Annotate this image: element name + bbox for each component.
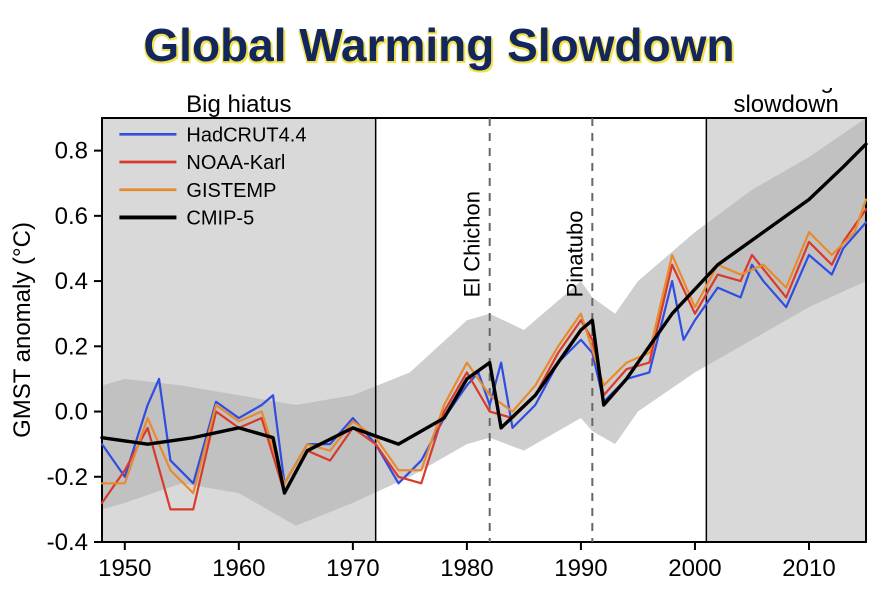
title-text: Global Warming Slowdown [143,19,734,71]
y-tick-label: 0.6 [55,203,88,230]
legend-label: GISTEMP [186,180,276,202]
y-tick-label: -0.2 [47,464,88,491]
x-tick-label: 1960 [212,555,265,582]
y-tick-label: 0.4 [55,268,88,295]
region-label: Big hiatus [186,91,291,118]
event-label: Pinatubo [562,211,587,298]
x-tick-label: 2000 [668,555,721,582]
y-axis-label: GMST anomaly (°C) [9,222,36,438]
chart: Big hiatusWarmingslowdownEl ChichonPinat… [6,88,872,588]
legend-label: HadCRUT4.4 [186,124,306,146]
y-tick-label: -0.4 [47,529,88,556]
page-title: Global Warming Slowdown [0,18,878,72]
x-tick-label: 1970 [326,555,379,582]
x-tick-label: 2010 [782,555,835,582]
x-tick-label: 1950 [98,555,151,582]
legend-label: CMIP-5 [186,207,254,229]
y-tick-label: 0.2 [55,333,88,360]
x-tick-label: 1980 [440,555,493,582]
y-tick-label: 0.8 [55,138,88,165]
event-label: El Chichon [460,191,485,297]
region-label: slowdown [733,91,838,118]
x-tick-label: 1990 [554,555,607,582]
legend-label: NOAA-Karl [186,152,285,174]
y-tick-label: 0.0 [55,399,88,426]
